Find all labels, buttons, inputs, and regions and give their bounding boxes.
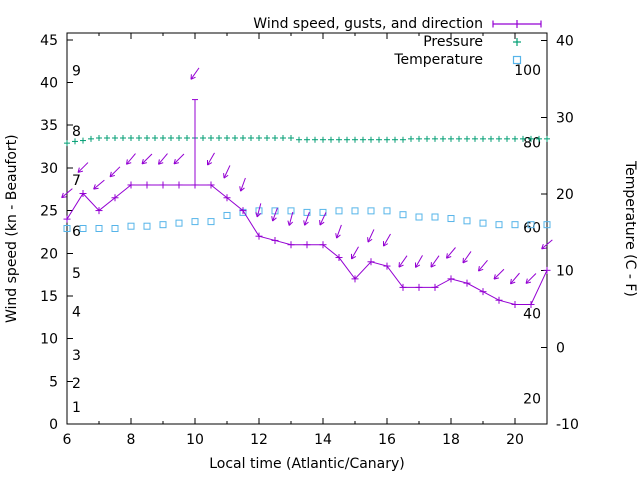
x-tick-label: 18: [442, 432, 460, 448]
x-tick-label: 10: [186, 432, 204, 448]
left-tick-label: 15: [40, 289, 58, 305]
legend-item-wind: Wind speed, gusts, and direction: [253, 15, 543, 33]
wind-direction-arrow: [207, 152, 215, 166]
wind-direction-arrow: [319, 212, 327, 226]
right-tick-label: 40: [556, 34, 574, 50]
beaufort-scale-label: 4: [72, 304, 81, 320]
beaufort-scale-label: 6: [72, 224, 81, 240]
x-tick-label: 16: [378, 432, 396, 448]
x-tick-label: 14: [314, 432, 332, 448]
wind-direction-arrow: [398, 255, 408, 268]
wind-direction-arrow: [61, 188, 73, 199]
wind-direction-arrow: [446, 247, 456, 259]
legend-sample-plus: [513, 38, 521, 46]
beaufort-scale-label: 2: [72, 376, 81, 392]
wind-direction-arrow: [430, 255, 440, 268]
wind-direction-arrow: [77, 162, 89, 173]
beaufort-scale-label: 1: [72, 400, 81, 416]
wind-direction-arrow: [541, 239, 553, 250]
wind-direction-arrow: [109, 166, 121, 178]
legend-label-pressure: Pressure: [423, 34, 483, 50]
legend-item-temperature: Temperature: [394, 51, 543, 69]
left-axis-title: Wind speed (kn - Beaufort): [4, 134, 20, 324]
wind-direction-arrow: [287, 211, 294, 226]
right-tick-label: 10: [556, 264, 574, 280]
right-tick-label: 30: [556, 110, 574, 126]
left-tick-label: 35: [40, 118, 58, 134]
legend-sample-open-square: [512, 55, 522, 65]
wind-direction-arrow: [367, 229, 375, 243]
wind-direction-arrow: [190, 67, 200, 80]
right-tick-label: -10: [556, 417, 579, 433]
wind-direction-arrow: [383, 233, 391, 247]
axes: [66, 32, 548, 425]
wind-direction-arrow: [493, 268, 505, 280]
left-tick-label: 5: [49, 374, 58, 390]
fahrenheit-scale-label: 80: [523, 136, 541, 152]
wind-direction-arrow: [255, 203, 262, 218]
wind-direction-arrow: [239, 177, 246, 192]
beaufort-scale-label: 8: [72, 124, 81, 140]
wind-direction-arrow: [415, 255, 423, 268]
wind-direction-arrow: [510, 272, 520, 285]
wind-direction-arrow: [303, 211, 310, 226]
fahrenheit-scale-label: 60: [523, 221, 541, 237]
left-tick-label: 30: [40, 161, 58, 177]
fahrenheit-scale-label: 40: [523, 307, 541, 323]
left-tick-label: 10: [40, 332, 58, 348]
wind-direction-arrow: [525, 273, 537, 284]
pressure-series: [64, 135, 550, 147]
x-tick-label: 6: [63, 432, 72, 448]
wind-direction-arrow: [335, 224, 342, 239]
legend-label-temperature: Temperature: [394, 52, 483, 68]
legend-item-pressure: Pressure: [423, 33, 543, 51]
legend-sample-errorbar-line-plus: [492, 20, 542, 28]
wind-series: [61, 67, 553, 308]
x-tick-label: 20: [506, 432, 524, 448]
left-tick-label: 40: [40, 76, 58, 92]
wind-direction-arrow: [141, 153, 153, 165]
right-axis-title: Temperature (C - F): [622, 161, 638, 297]
legend-label-wind: Wind speed, gusts, and direction: [253, 16, 483, 32]
beaufort-scale-label: 3: [72, 348, 81, 364]
left-tick-label: 0: [49, 417, 58, 433]
beaufort-scale-label: 9: [72, 64, 81, 80]
wind-direction-arrow: [158, 153, 168, 165]
beaufort-scale-label: 5: [72, 266, 81, 282]
wind-direction-arrow: [271, 207, 278, 222]
x-tick-label: 8: [127, 432, 136, 448]
wind-direction-arrow: [478, 259, 488, 272]
temperature-series: [63, 207, 551, 232]
wind-direction-arrow: [351, 246, 359, 260]
wind-direction-arrow: [462, 251, 472, 264]
wind-direction-arrow: [223, 165, 231, 179]
legend: Wind speed, gusts, and direction Pressure…: [253, 15, 543, 69]
left-tick-label: 25: [40, 204, 58, 220]
left-tick-label: 45: [40, 33, 58, 49]
fahrenheit-scale-label: 20: [523, 392, 541, 408]
x-axis-title: Local time (Atlantic/Canary): [209, 456, 405, 472]
beaufort-scale-label: 7: [72, 173, 81, 189]
x-tick-label: 12: [250, 432, 268, 448]
left-tick-label: 20: [40, 246, 58, 262]
wind-direction-arrow: [93, 179, 105, 190]
fahrenheit-scale-label: 100: [514, 63, 541, 79]
right-tick-label: 20: [556, 187, 574, 203]
tick-labels: 6 8 10 12 14 16 18 20051015202530354045-1001020…: [40, 33, 579, 448]
wind-direction-arrow: [126, 153, 136, 165]
wind-direction-arrow: [173, 153, 185, 165]
right-tick-label: 0: [556, 340, 565, 356]
